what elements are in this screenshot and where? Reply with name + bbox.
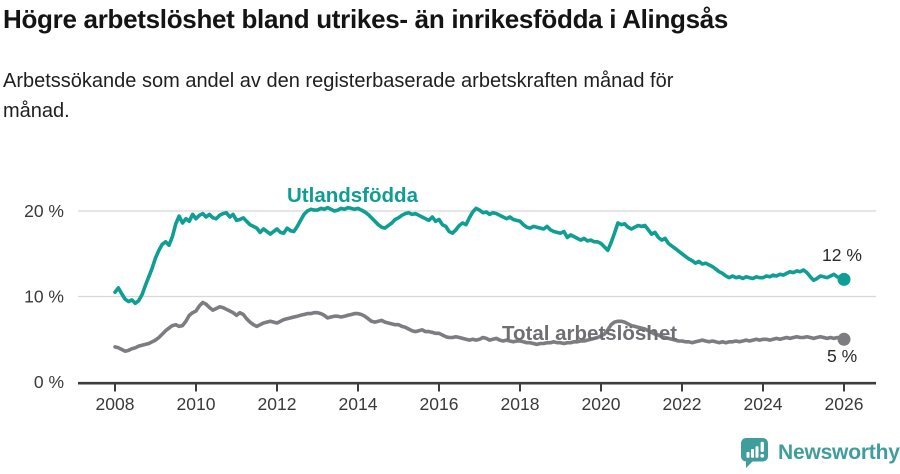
x-tick-label: 2022 <box>663 394 702 414</box>
newsworthy-logo[interactable]: Newsworthy <box>740 437 900 469</box>
newsworthy-logo-icon <box>741 438 768 468</box>
chart-subtitle: Arbetssökande som andel av den registerb… <box>3 70 674 122</box>
series-line <box>113 300 846 354</box>
x-tick-label: 2010 <box>177 394 216 414</box>
x-tick-label: 2014 <box>339 394 378 414</box>
logo-exclamation-dot <box>760 453 765 458</box>
x-tick-label: 2026 <box>825 394 864 414</box>
logo-bar-medium <box>751 449 754 458</box>
end-value-label-utlandsfodda: 12 % <box>822 245 862 265</box>
newsworthy-logo-text: Newsworthy <box>778 441 900 464</box>
y-tick-label: 10 % <box>24 287 64 307</box>
x-tick-label: 2012 <box>258 394 297 414</box>
logo-bar-tall <box>755 446 759 458</box>
x-tick-label: 2016 <box>420 394 459 414</box>
logo-bubble-shape <box>741 438 768 468</box>
x-tick-label: 2018 <box>501 394 540 414</box>
series-end-dot <box>837 332 851 346</box>
series-label-total-arbetsloshet: Total arbetslöshet <box>502 322 678 345</box>
x-tick-label: 2020 <box>582 394 621 414</box>
logo-bar-short <box>746 452 750 458</box>
x-tick-label: 2024 <box>744 394 783 414</box>
series-end-dot <box>837 272 851 286</box>
y-tick-label: 20 % <box>24 201 64 221</box>
series-line <box>113 205 846 306</box>
logo-exclamation-stem <box>760 441 764 452</box>
y-tick-label: 0 % <box>34 372 64 392</box>
series-label-utlandsfodda: Utlandsfödda <box>287 184 418 207</box>
page-title: Högre arbetslöshet bland utrikes- än inr… <box>3 4 729 34</box>
end-value-label-total: 5 % <box>827 346 858 366</box>
x-tick-label: 2008 <box>96 394 135 414</box>
